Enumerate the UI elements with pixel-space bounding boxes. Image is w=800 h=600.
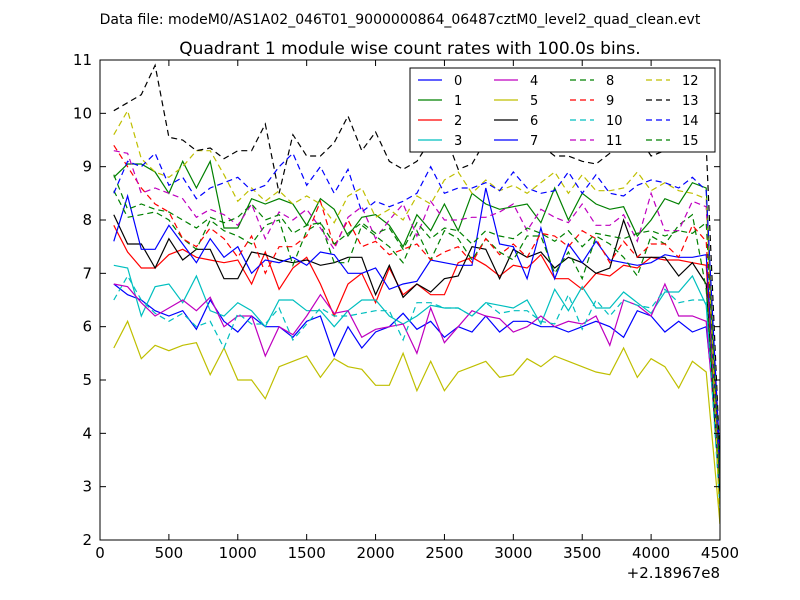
legend-label-6: 6: [530, 114, 538, 129]
series-line-2: [113, 225, 720, 477]
x-tick-label: 3000: [494, 544, 532, 562]
x-tick-label: 2000: [356, 544, 394, 562]
legend-label-12: 12: [682, 74, 699, 89]
series-line-11: [113, 150, 720, 482]
legend-label-3: 3: [454, 134, 462, 149]
series-line-9: [113, 144, 720, 466]
x-tick-label: 500: [155, 544, 184, 562]
x-tick-label: 4500: [701, 544, 739, 562]
y-tick-label: 6: [82, 318, 92, 336]
y-tick-label: 5: [82, 371, 92, 389]
legend-label-15: 15: [682, 134, 699, 149]
series-line-10: [113, 274, 720, 509]
plot-frame: [99, 59, 721, 541]
series-line-12: [113, 109, 720, 525]
series-line-8: [113, 190, 720, 487]
y-tick-label: 3: [82, 478, 92, 496]
series-line-1: [113, 159, 720, 487]
y-tick-label: 2: [82, 531, 92, 549]
series-layer: [113, 63, 720, 525]
series-line-15: [113, 174, 720, 477]
series-line-7: [113, 187, 720, 477]
legend-label-11: 11: [606, 134, 623, 149]
axes-layer: 0 500 1000 1500 2000 2500 3000 3500 4000 4500 2 3 4 5…: [73, 51, 739, 562]
series-line-4: [113, 282, 720, 482]
legend-label-4: 4: [530, 74, 538, 89]
x-tick-label: 3500: [563, 544, 601, 562]
legend-label-1: 1: [454, 94, 462, 109]
legend-label-7: 7: [530, 134, 538, 149]
chart-suptitle: Data file: modeM0/AS1A02_046T01_90000008…: [100, 12, 701, 28]
series-line-14: [113, 152, 720, 461]
y-tick-label: 7: [82, 264, 92, 282]
legend-label-0: 0: [454, 74, 462, 89]
y-tick-label: 11: [73, 51, 92, 69]
x-tick-label: 2500: [425, 544, 463, 562]
x-tick-label: 1000: [219, 544, 257, 562]
y-tick-label: 4: [82, 424, 92, 442]
legend-label-8: 8: [606, 74, 614, 89]
series-line-13: [113, 63, 720, 461]
legend-label-14: 14: [682, 114, 699, 129]
x-tick-label: 0: [95, 544, 105, 562]
x-offset-label: +2.18967e8: [627, 564, 720, 582]
legend-label-2: 2: [454, 114, 462, 129]
series-line-5: [113, 319, 720, 525]
chart-title: Quadrant 1 module wise count rates with …: [179, 39, 640, 59]
y-tick-label: 9: [82, 158, 92, 176]
legend-label-10: 10: [606, 114, 623, 129]
legend-box: [409, 67, 716, 153]
legend-label-9: 9: [606, 94, 614, 109]
y-tick-label: 10: [73, 104, 92, 122]
series-line-0: [113, 283, 720, 461]
x-tick-label: 4000: [632, 544, 670, 562]
legend-label-13: 13: [682, 94, 699, 109]
legend-label-5: 5: [530, 94, 538, 109]
x-tick-label: 1500: [288, 544, 326, 562]
y-tick-label: 8: [82, 211, 92, 229]
series-line-6: [113, 214, 720, 503]
series-line-3: [113, 264, 720, 498]
